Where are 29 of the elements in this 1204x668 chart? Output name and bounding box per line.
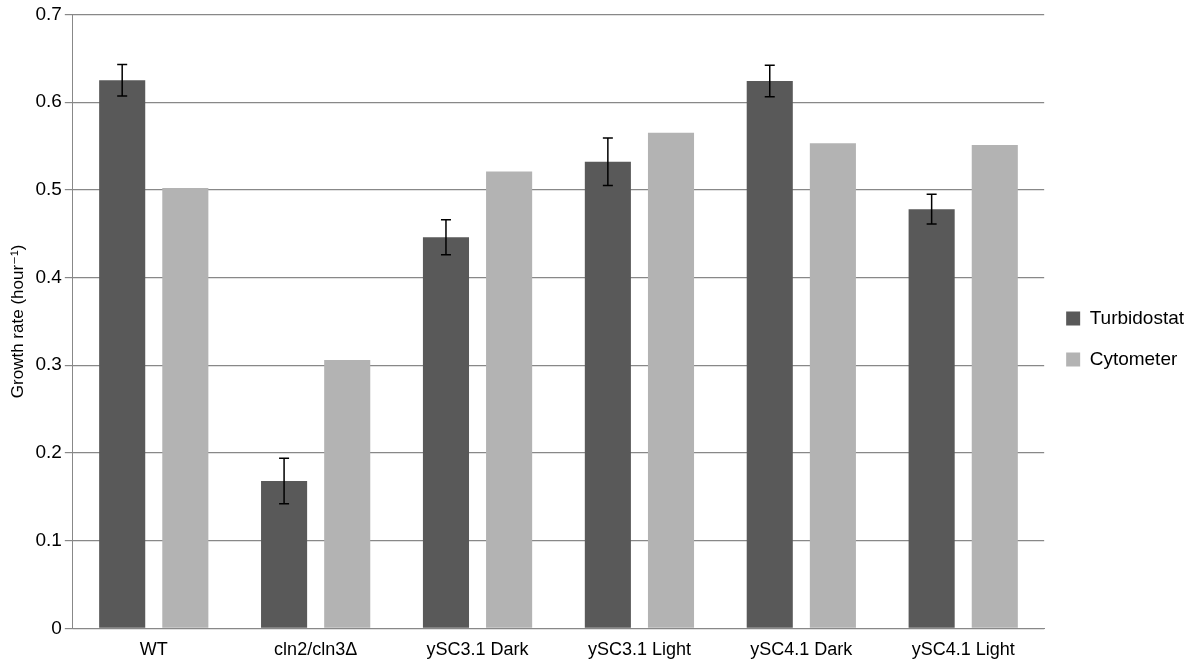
y-axis-title: Growth rate (hour⁻¹)	[7, 244, 27, 399]
x-tick-label: ySC4.1 Light	[911, 639, 1015, 660]
bar	[486, 171, 533, 628]
x-tick-label: ySC4.1 Dark	[750, 639, 854, 660]
bar	[261, 481, 308, 628]
bar	[809, 143, 856, 628]
x-tick-label: cln2/cln3Δ	[274, 639, 358, 660]
bar	[162, 188, 209, 628]
x-tick-label: WT	[139, 639, 168, 660]
y-tick-label: 0.2	[35, 441, 62, 463]
bar	[746, 81, 793, 628]
bar	[971, 145, 1018, 628]
legend-label: Cytometer	[1089, 347, 1178, 369]
y-tick-label: 0.7	[35, 2, 62, 24]
y-tick-label: 0.1	[35, 528, 62, 550]
x-tick-label: ySC3.1 Light	[587, 639, 691, 660]
bar	[908, 209, 955, 628]
x-tick-label: ySC3.1 Dark	[426, 639, 530, 660]
legend-label: Turbidostat	[1089, 306, 1185, 328]
bar	[99, 80, 146, 628]
y-tick-label: 0.3	[35, 353, 62, 375]
y-tick-label: 0.6	[35, 90, 62, 112]
bar	[584, 161, 631, 628]
y-tick-label: 0.5	[35, 178, 62, 200]
bar	[647, 132, 695, 628]
y-tick-label: 0	[51, 616, 62, 638]
y-tick-label: 0.4	[35, 265, 63, 287]
bar	[324, 359, 371, 628]
bar	[422, 237, 470, 628]
